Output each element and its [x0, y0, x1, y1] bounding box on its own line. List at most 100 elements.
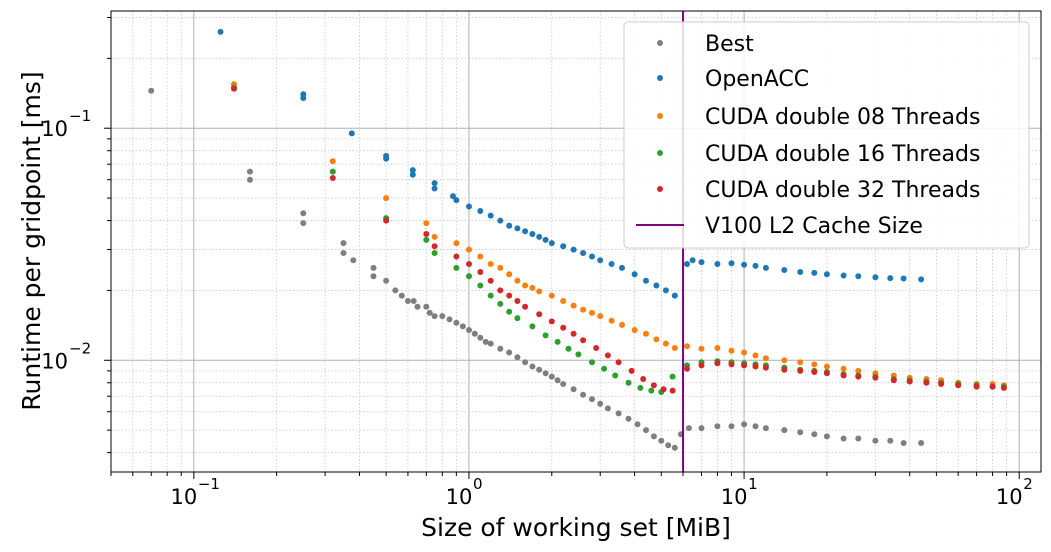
data-point	[482, 338, 489, 345]
data-point	[855, 273, 862, 280]
data-point	[580, 306, 587, 313]
x-tick-exponent: 1	[748, 475, 758, 493]
plot-frame	[110, 10, 1042, 473]
data-point	[542, 332, 549, 339]
data-point	[653, 282, 660, 289]
x-tick-exponent: 0	[473, 475, 483, 493]
data-point	[900, 440, 907, 446]
data-point	[608, 261, 615, 267]
data-point	[536, 366, 543, 373]
data-point	[329, 175, 336, 181]
data-point	[423, 303, 430, 310]
data-point	[728, 423, 735, 430]
data-point	[329, 168, 336, 175]
data-point	[855, 367, 862, 374]
data-point	[634, 421, 641, 428]
data-point	[684, 261, 690, 267]
data-point	[593, 345, 600, 351]
data-point	[536, 233, 543, 240]
data-point	[762, 364, 769, 371]
data-point	[643, 427, 649, 434]
data-point	[548, 240, 555, 247]
data-point	[514, 315, 521, 322]
data-point	[840, 435, 847, 442]
data-point	[392, 287, 399, 294]
data-point	[900, 275, 907, 282]
data-point	[728, 260, 735, 267]
data-point	[662, 340, 669, 347]
data-point	[890, 377, 897, 384]
data-point	[370, 264, 377, 271]
data-point	[506, 292, 513, 299]
x-tick-label: 10	[996, 485, 1023, 509]
data-point	[671, 292, 678, 299]
data-point	[989, 383, 996, 390]
data-point	[918, 276, 925, 283]
data-point	[514, 225, 521, 232]
data-point	[453, 264, 460, 271]
data-point	[797, 269, 804, 275]
data-point	[446, 316, 453, 323]
data-point	[148, 87, 155, 94]
data-point	[872, 274, 879, 281]
legend-label-best: Best	[705, 32, 754, 57]
data-point	[823, 363, 830, 370]
data-point	[529, 323, 536, 330]
data-point	[650, 433, 657, 440]
data-point	[477, 334, 484, 341]
data-point	[887, 437, 894, 444]
data-point	[565, 345, 572, 352]
data-point	[671, 345, 678, 351]
data-point	[542, 370, 549, 377]
x-tick-exponent: 2	[1023, 475, 1033, 493]
data-point	[453, 240, 460, 247]
data-point	[570, 302, 577, 309]
data-point	[466, 273, 472, 280]
data-point	[409, 167, 416, 174]
data-point	[752, 352, 759, 359]
data-point	[522, 228, 529, 235]
data-point	[300, 210, 307, 217]
data-point	[247, 168, 253, 175]
data-point	[872, 437, 879, 444]
data-point	[625, 379, 632, 386]
data-point	[300, 95, 307, 101]
data-point	[497, 217, 504, 224]
y-tick-exponent: −1	[69, 107, 91, 125]
data-point	[589, 396, 595, 403]
data-point	[487, 340, 494, 347]
data-point	[423, 236, 430, 243]
data-point	[383, 195, 390, 202]
data-point	[781, 357, 788, 364]
legend-box	[623, 21, 1030, 249]
data-point	[477, 253, 484, 260]
data-point	[653, 336, 660, 343]
data-point	[497, 345, 504, 352]
data-point	[918, 440, 925, 446]
data-point	[466, 203, 472, 210]
data-point	[637, 384, 644, 391]
data-point	[608, 317, 615, 324]
data-point	[506, 349, 513, 356]
data-point	[506, 222, 513, 229]
data-point	[506, 271, 513, 278]
legend-label-openacc: OpenACC	[705, 67, 809, 92]
legend-marker-best	[657, 40, 663, 46]
data-point	[938, 381, 945, 387]
x-tick-label: 10	[446, 485, 473, 509]
data-point	[714, 423, 721, 430]
data-point	[497, 264, 504, 271]
data-point	[580, 391, 587, 398]
data-point	[855, 435, 862, 442]
data-point	[536, 311, 543, 318]
data-point	[631, 271, 638, 278]
data-point	[752, 262, 759, 269]
data-point	[811, 431, 818, 438]
data-point	[612, 372, 619, 379]
data-point	[487, 277, 494, 284]
data-point	[840, 365, 847, 372]
data-point	[797, 367, 804, 374]
data-point	[514, 354, 521, 361]
data-point	[601, 365, 608, 372]
